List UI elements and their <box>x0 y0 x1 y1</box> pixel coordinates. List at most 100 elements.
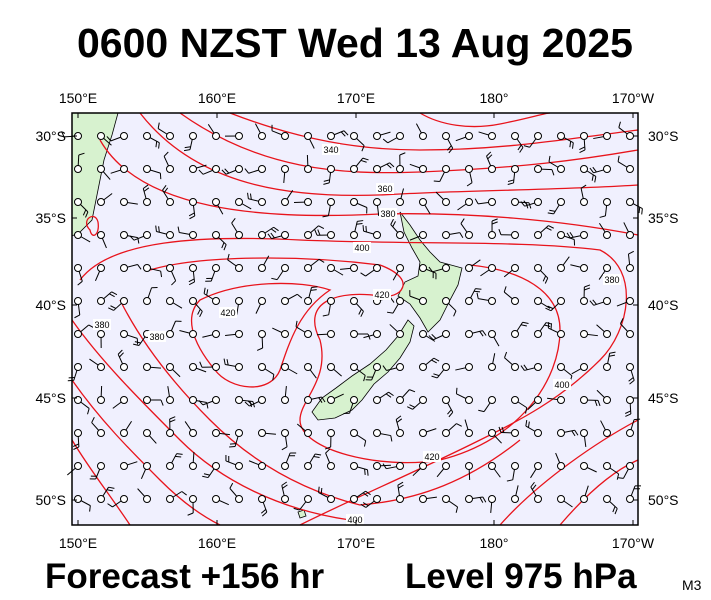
station <box>442 165 450 173</box>
barb-feather <box>619 318 624 324</box>
station <box>212 429 220 437</box>
station <box>488 495 496 503</box>
barb-feather <box>608 354 616 357</box>
barb-feather <box>82 209 87 216</box>
barb-feather <box>589 167 594 174</box>
station <box>580 297 588 305</box>
station <box>580 363 588 371</box>
station <box>143 165 151 173</box>
station <box>442 396 450 404</box>
station <box>580 462 588 470</box>
barb-feather <box>572 142 574 149</box>
barb-feather <box>188 212 195 217</box>
barb-feather <box>340 131 346 137</box>
contour-label-box <box>373 289 391 300</box>
barb-feather <box>229 482 234 489</box>
station <box>120 231 128 239</box>
station <box>74 198 82 206</box>
lat-label-right: 40°S <box>648 297 679 313</box>
station <box>534 330 542 338</box>
station <box>580 165 588 173</box>
station <box>373 363 381 371</box>
station <box>465 429 473 437</box>
barb-feather <box>206 289 209 296</box>
barb-feather <box>281 481 288 486</box>
barb-feather <box>221 242 225 249</box>
station <box>396 231 404 239</box>
barb-feather <box>460 218 465 224</box>
station <box>304 264 312 272</box>
station <box>442 231 450 239</box>
station <box>626 264 634 272</box>
barb-feather <box>360 159 367 163</box>
station <box>166 396 174 404</box>
station <box>396 429 404 437</box>
station <box>304 198 312 206</box>
contour-label-box <box>346 514 364 525</box>
station <box>235 198 243 206</box>
station <box>304 462 312 470</box>
barb-feather <box>474 198 479 205</box>
station <box>396 363 404 371</box>
station <box>166 198 174 206</box>
station <box>304 429 312 437</box>
station <box>511 363 519 371</box>
barb-feather <box>566 232 571 239</box>
station <box>143 231 151 239</box>
station <box>120 132 128 140</box>
barb-feather <box>389 162 395 168</box>
station <box>603 198 611 206</box>
station <box>327 330 335 338</box>
lat-label-left: 35°S <box>35 210 66 226</box>
station <box>373 264 381 272</box>
barb-feather <box>107 503 113 508</box>
barb-feather <box>362 225 365 232</box>
station <box>166 264 174 272</box>
station <box>603 264 611 272</box>
station <box>419 198 427 206</box>
barb-feather <box>106 489 113 492</box>
barb-feather <box>160 270 163 278</box>
station <box>626 495 634 503</box>
barb-feather <box>322 314 329 317</box>
station <box>488 429 496 437</box>
station <box>120 495 128 503</box>
station <box>350 429 358 437</box>
barb-feather <box>323 179 330 182</box>
barb-feather <box>392 221 396 227</box>
station <box>212 363 220 371</box>
station <box>166 495 174 503</box>
station <box>465 462 473 470</box>
station <box>488 396 496 404</box>
barb-feather <box>169 416 176 420</box>
station <box>626 198 634 206</box>
station <box>74 429 82 437</box>
barb-feather <box>199 311 203 318</box>
station <box>258 396 266 404</box>
barb-feather <box>594 176 597 183</box>
barb-feather <box>171 280 177 286</box>
station <box>143 429 151 437</box>
barb-feather <box>628 250 635 255</box>
barb-feather <box>109 293 115 298</box>
station <box>373 396 381 404</box>
barb-feather <box>110 305 117 309</box>
lon-label-top: 150°E <box>59 90 97 106</box>
barb-feather <box>548 225 554 229</box>
station <box>603 231 611 239</box>
station <box>488 297 496 305</box>
barb-feather <box>544 277 549 284</box>
station <box>626 330 634 338</box>
barb-feather <box>629 379 635 385</box>
station <box>189 363 197 371</box>
station <box>511 330 519 338</box>
station <box>235 363 243 371</box>
station <box>189 132 197 140</box>
contour <box>71 379 221 526</box>
station <box>258 198 266 206</box>
station <box>258 429 266 437</box>
barb-feather <box>498 229 502 235</box>
station <box>396 462 404 470</box>
station <box>281 198 289 206</box>
station <box>603 132 611 140</box>
